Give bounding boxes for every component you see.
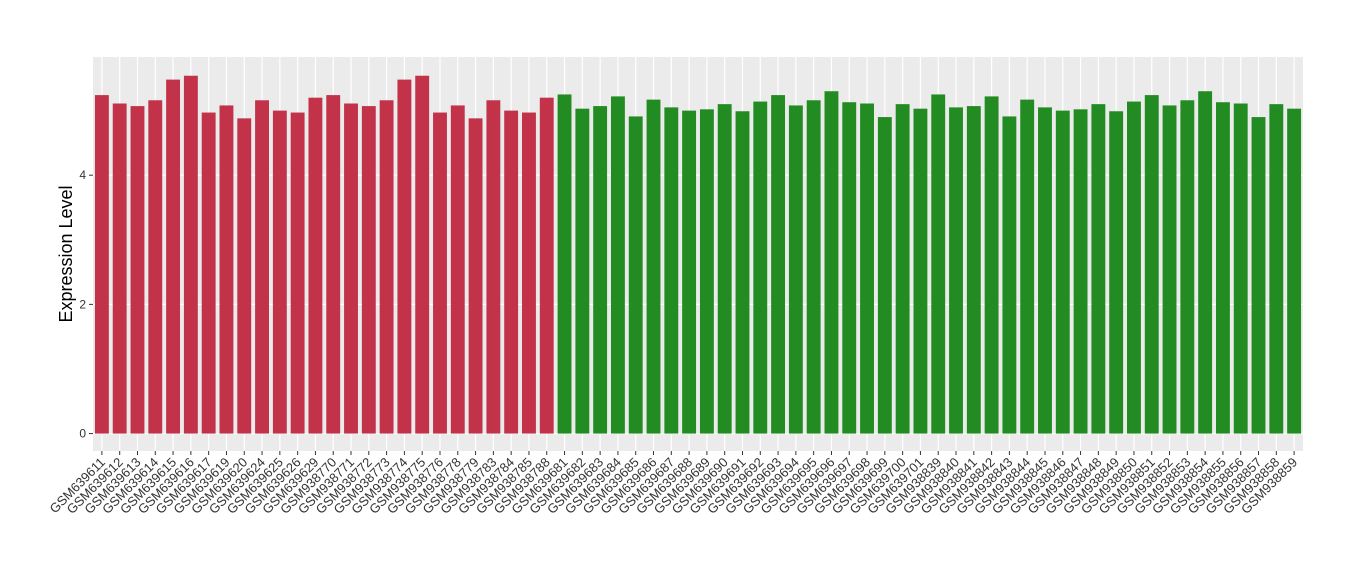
bar (1055, 110, 1070, 434)
bar (219, 105, 234, 434)
bar (522, 112, 536, 434)
bar (290, 112, 305, 434)
y-axis-label: Expression Level (56, 185, 76, 322)
bar (237, 118, 252, 434)
bar (112, 103, 127, 434)
bar (557, 94, 572, 434)
bar (255, 100, 269, 434)
bar (1233, 103, 1248, 434)
bar (735, 111, 750, 434)
bar (966, 106, 981, 434)
bar (1109, 111, 1124, 434)
bar (504, 110, 519, 434)
bar (308, 97, 323, 434)
bar (1038, 107, 1052, 434)
bar (593, 106, 608, 434)
bar (344, 103, 358, 434)
bar (788, 105, 803, 434)
bar (1091, 104, 1106, 434)
bar (1073, 109, 1088, 434)
bar (1020, 99, 1035, 434)
bar (949, 107, 963, 434)
bar (699, 109, 714, 434)
y-tick-label: 0 (79, 427, 86, 441)
bar (183, 75, 198, 434)
bar (201, 112, 216, 434)
bar (753, 101, 768, 434)
bar (877, 117, 892, 434)
bar (771, 95, 786, 434)
bar (824, 91, 839, 434)
bar (1162, 105, 1177, 434)
bar (166, 79, 181, 434)
bar (842, 102, 857, 434)
bar (913, 108, 928, 434)
bar (433, 112, 447, 434)
bar (984, 96, 999, 434)
bar (148, 100, 163, 434)
bar (860, 103, 874, 434)
bar (1144, 95, 1159, 434)
bar (1002, 116, 1017, 434)
bar (610, 96, 625, 434)
bar (1251, 117, 1266, 434)
y-tick-label: 2 (79, 297, 86, 311)
bar (379, 100, 394, 434)
bar (397, 79, 412, 434)
bar (486, 100, 501, 434)
bar (1180, 100, 1195, 434)
bar (575, 108, 590, 434)
bar (94, 95, 109, 434)
bar (806, 100, 821, 434)
bar (646, 99, 661, 434)
bar (628, 116, 643, 434)
bar (1287, 108, 1302, 434)
bar (361, 106, 376, 434)
bar (664, 107, 679, 434)
bar (415, 75, 430, 434)
bar (450, 105, 465, 434)
bar (539, 97, 554, 434)
y-tick-label: 4 (79, 168, 86, 182)
bar (468, 118, 483, 434)
bar (326, 95, 341, 434)
bar (1215, 102, 1230, 434)
bar (272, 110, 287, 434)
bar (931, 94, 946, 434)
bar (717, 104, 732, 434)
bar (1269, 104, 1284, 434)
bar (130, 106, 145, 434)
bar (1127, 101, 1141, 434)
bar (682, 110, 697, 434)
bar (1198, 91, 1213, 434)
bar (895, 104, 910, 434)
